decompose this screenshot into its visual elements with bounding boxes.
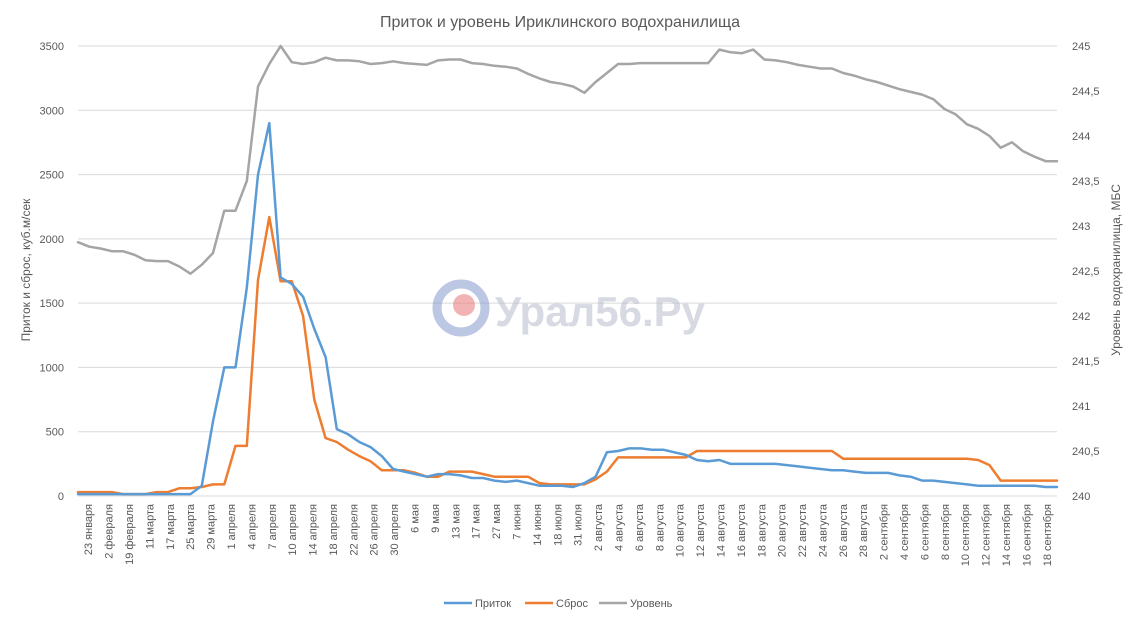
y-tick-label: 2000 (40, 234, 64, 246)
x-tick-label: 7 июня (512, 504, 524, 540)
x-tick-label: 12 августа (695, 503, 707, 557)
x-tick-label: 2 февраля (104, 504, 116, 559)
x-tick-label: 27 мая (491, 504, 503, 539)
x-tick-label: 13 мая (450, 504, 462, 539)
x-axis-ticks: 23 января 2 февраля 19 февраля 11 марта 17 м… (83, 503, 1054, 566)
x-tick-label: 20 августа (777, 503, 789, 557)
x-tick-label: 22 апреля (348, 504, 360, 556)
x-tick-label: 6 сентября (919, 504, 931, 560)
x-tick-label: 1 апреля (226, 504, 238, 550)
legend-label: Сброс (556, 598, 588, 610)
y2-tick-label: 243,5 (1072, 176, 1100, 188)
watermark-logo-dot (453, 294, 475, 316)
x-tick-label: 19 февраля (124, 504, 136, 565)
x-tick-label: 4 апреля (246, 504, 258, 550)
x-tick-label: 28 августа (858, 503, 870, 557)
x-tick-label: 10 апреля (287, 504, 299, 556)
x-tick-label: 17 марта (165, 503, 177, 550)
x-tick-label: 26 августа (838, 503, 850, 557)
y-axis-title: Приток и сброс, куб.м/сек (19, 198, 33, 342)
x-tick-label: 16 сентября (1021, 504, 1033, 566)
series-lines (76, 44, 1059, 496)
legend-label: Приток (475, 598, 511, 610)
x-tick-label: 14 июня (532, 504, 544, 546)
x-tick-label: 4 сентября (899, 504, 911, 560)
y2-tick-label: 244 (1072, 131, 1090, 143)
x-tick-label: 12 сентября (981, 504, 993, 566)
x-tick-label: 4 августа (613, 503, 625, 551)
x-tick-label: 9 мая (430, 504, 442, 533)
y2-tick-label: 240,5 (1072, 446, 1100, 458)
y-axis-ticks: 0 500 1000 1500 2000 2500 3000 3500 (40, 41, 64, 503)
x-tick-label: 8 сентября (940, 504, 952, 560)
x-tick-label: 23 января (83, 504, 95, 555)
x-tick-label: 10 сентября (960, 504, 972, 566)
x-tick-label: 14 апреля (308, 504, 320, 556)
y2-tick-label: 241 (1072, 401, 1090, 413)
x-tick-label: 11 марта (144, 503, 156, 549)
y2-axis-title: Уровень водохранилища, МБС (1109, 184, 1123, 356)
y2-tick-label: 245 (1072, 41, 1090, 53)
x-tick-label: 22 августа (797, 503, 809, 557)
y2-tick-label: 240 (1072, 491, 1090, 503)
y2-tick-label: 242,5 (1072, 266, 1100, 278)
y2-axis-ticks: 240 240,5 241 241,5 242 242,5 243 243,5 244 244,5… (1072, 41, 1100, 503)
x-tick-label: 31 июля (573, 504, 585, 546)
chart-title: Приток и уровень Ириклинского водохранил… (380, 14, 740, 31)
x-tick-label: 2 августа (593, 503, 605, 551)
series-line-3 (76, 44, 1059, 275)
x-tick-label: 18 апреля (328, 504, 340, 556)
x-tick-label: 24 августа (817, 503, 829, 557)
y2-tick-label: 243 (1072, 221, 1090, 233)
x-tick-label: 6 мая (410, 504, 422, 533)
y-tick-label: 1000 (40, 362, 64, 374)
gridlines (78, 45, 1057, 497)
watermark-text: Урал56.Ру (495, 288, 706, 335)
y2-tick-label: 241,5 (1072, 356, 1100, 368)
x-tick-label: 14 августа (715, 503, 727, 557)
x-tick-label: 8 августа (654, 503, 666, 551)
x-tick-label: 18 августа (756, 503, 768, 557)
x-tick-label: 25 марта (185, 503, 197, 550)
watermark-logo-ring (432, 279, 490, 337)
x-tick-label: 26 апреля (369, 504, 381, 556)
x-tick-label: 10 августа (675, 503, 687, 557)
legend-label: Уровень (630, 598, 673, 610)
y2-tick-label: 244,5 (1072, 86, 1100, 98)
x-tick-label: 14 сентября (1001, 504, 1013, 566)
x-tick-label: 6 августа (634, 503, 646, 551)
x-tick-label: 29 марта (206, 503, 218, 550)
y-tick-label: 3500 (40, 41, 64, 53)
x-tick-label: 18 июля (552, 504, 564, 546)
series-line-2 (76, 215, 1059, 496)
x-tick-label: 18 сентября (1042, 504, 1054, 566)
y-tick-label: 500 (46, 427, 64, 439)
y-tick-label: 2500 (40, 170, 64, 182)
watermark: Урал56.Ру (432, 279, 706, 337)
x-tick-label: 7 апреля (267, 504, 279, 550)
y-tick-label: 3000 (40, 105, 64, 117)
x-tick-label: 2 сентября (879, 504, 891, 560)
series-line-1 (76, 121, 1059, 496)
y2-tick-label: 242 (1072, 311, 1090, 323)
legend: Приток Сброс Уровень (444, 598, 673, 610)
x-tick-label: 30 апреля (389, 504, 401, 556)
x-tick-label: 16 августа (736, 503, 748, 557)
y-tick-label: 1500 (40, 298, 64, 310)
y-tick-label: 0 (58, 491, 64, 503)
x-tick-label: 17 мая (471, 504, 483, 539)
